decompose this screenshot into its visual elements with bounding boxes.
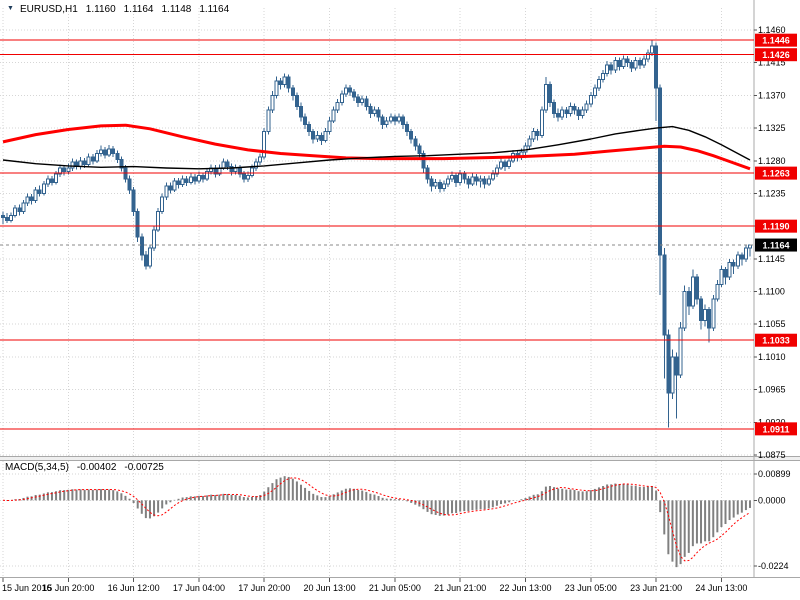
svg-text:1.1460: 1.1460: [758, 25, 786, 35]
svg-text:20 Jun 13:00: 20 Jun 13:00: [304, 583, 356, 593]
svg-text:15 Jun 20:00: 15 Jun 20:00: [42, 583, 94, 593]
svg-text:1.0920: 1.0920: [758, 417, 786, 427]
svg-text:24 Jun 13:00: 24 Jun 13:00: [695, 583, 747, 593]
svg-text:1.1263: 1.1263: [762, 169, 790, 179]
svg-text:1.1055: 1.1055: [758, 319, 786, 329]
indicator-name: MACD(5,34,5): [5, 462, 69, 473]
svg-text:23 Jun 21:00: 23 Jun 21:00: [630, 583, 682, 593]
svg-text:16 Jun 12:00: 16 Jun 12:00: [108, 583, 160, 593]
indicator-gridlines: [0, 473, 754, 567]
open-value: 1.1160: [85, 4, 116, 15]
indicator-label: MACD(5,34,5) -0.00402 -0.00725: [5, 462, 164, 473]
candles: [1, 40, 752, 428]
svg-text:21 Jun 05:00: 21 Jun 05:00: [369, 583, 421, 593]
svg-text:1.1415: 1.1415: [758, 58, 786, 68]
ma-black-line: [2, 125, 751, 170]
svg-text:0.00899: 0.00899: [758, 469, 791, 479]
indicator-signal-value: -0.00725: [124, 462, 164, 473]
macd-histogram: [6, 476, 751, 568]
indicator-macd-value: -0.00402: [76, 462, 117, 473]
pane-frame: [0, 0, 800, 578]
price-gridlines: [0, 29, 754, 456]
svg-text:1.1370: 1.1370: [758, 90, 786, 100]
symbol-ohlc-label: EURUSD,H1 1.1160 1.1164 1.1148 1.1164: [20, 4, 229, 15]
svg-text:1.0965: 1.0965: [758, 385, 786, 395]
svg-text:1.1280: 1.1280: [758, 156, 786, 166]
svg-text:1.1010: 1.1010: [758, 352, 786, 362]
svg-text:17 Jun 04:00: 17 Jun 04:00: [173, 583, 225, 593]
svg-text:1.1446: 1.1446: [762, 36, 790, 46]
svg-text:1.1235: 1.1235: [758, 188, 786, 198]
indicator-axis[interactable]: 0.00899 0.0000 -0.0224: [754, 469, 791, 571]
svg-text:23 Jun 05:00: 23 Jun 05:00: [565, 583, 617, 593]
high-value: 1.1164: [123, 4, 154, 15]
svg-text:1.1190: 1.1190: [762, 222, 789, 232]
ma-red-line: [2, 123, 751, 171]
svg-text:1.1145: 1.1145: [758, 254, 785, 264]
symbol-marker-icon: ▼: [7, 5, 14, 12]
svg-text:1.1325: 1.1325: [758, 123, 786, 133]
svg-text:-0.0224: -0.0224: [758, 561, 789, 571]
symbol-period-label: EURUSD,H1: [20, 4, 78, 15]
price-axis[interactable]: 1.1460 1.1415 1.1370 1.1325 1.1280 1.1235 1.11…: [754, 25, 786, 460]
current-price-marker: 1.1164: [0, 238, 797, 252]
svg-text:1.1426: 1.1426: [762, 50, 790, 60]
svg-text:1.1033: 1.1033: [762, 336, 790, 346]
svg-text:1.1164: 1.1164: [762, 241, 789, 251]
macd-signal-line: [2, 477, 751, 562]
svg-text:0.0000: 0.0000: [758, 495, 786, 505]
svg-text:21 Jun 21:00: 21 Jun 21:00: [434, 583, 486, 593]
svg-text:1.0911: 1.0911: [762, 424, 789, 434]
svg-text:1.0875: 1.0875: [758, 450, 786, 460]
low-value: 1.1148: [161, 4, 192, 15]
svg-text:17 Jun 20:00: 17 Jun 20:00: [238, 583, 290, 593]
svg-text:1.1100: 1.1100: [758, 287, 785, 297]
svg-text:15 Jun 2016: 15 Jun 2016: [2, 583, 52, 593]
horizontal-level-lines: 1.1446 1.1426 1.1263 1.1190 1.1033 1.0911: [0, 33, 797, 436]
close-value: 1.1164: [199, 4, 230, 15]
svg-text:22 Jun 13:00: 22 Jun 13:00: [499, 583, 551, 593]
